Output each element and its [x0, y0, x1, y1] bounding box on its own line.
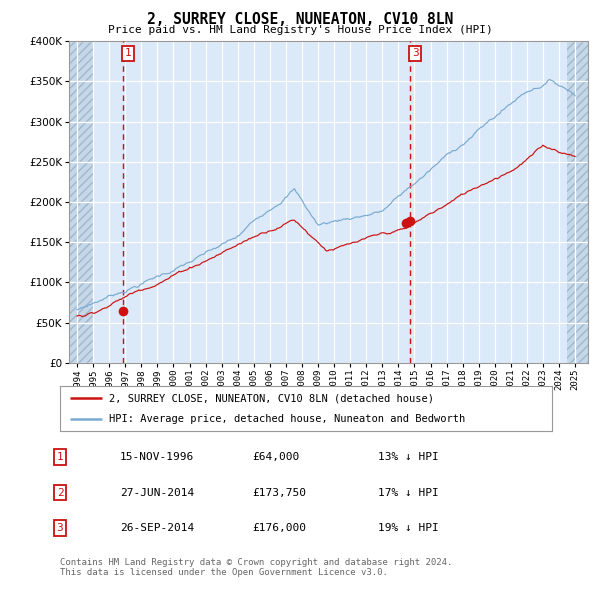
Text: 13% ↓ HPI: 13% ↓ HPI: [378, 453, 439, 462]
Text: Price paid vs. HM Land Registry's House Price Index (HPI): Price paid vs. HM Land Registry's House …: [107, 25, 493, 35]
Text: £173,750: £173,750: [252, 488, 306, 497]
Text: 1: 1: [56, 453, 64, 462]
Text: 26-SEP-2014: 26-SEP-2014: [120, 523, 194, 533]
Text: HPI: Average price, detached house, Nuneaton and Bedworth: HPI: Average price, detached house, Nune…: [109, 414, 466, 424]
Text: £64,000: £64,000: [252, 453, 299, 462]
Text: 2: 2: [56, 488, 64, 497]
Text: 1: 1: [125, 48, 131, 58]
Text: 19% ↓ HPI: 19% ↓ HPI: [378, 523, 439, 533]
Text: 3: 3: [56, 523, 64, 533]
Text: 15-NOV-1996: 15-NOV-1996: [120, 453, 194, 462]
Text: 17% ↓ HPI: 17% ↓ HPI: [378, 488, 439, 497]
Text: 3: 3: [412, 48, 419, 58]
Bar: [69, 41, 93, 363]
Text: £176,000: £176,000: [252, 523, 306, 533]
Bar: [567, 41, 591, 363]
Text: 27-JUN-2014: 27-JUN-2014: [120, 488, 194, 497]
Text: 2, SURREY CLOSE, NUNEATON, CV10 8LN: 2, SURREY CLOSE, NUNEATON, CV10 8LN: [147, 12, 453, 27]
Text: Contains HM Land Registry data © Crown copyright and database right 2024.
This d: Contains HM Land Registry data © Crown c…: [60, 558, 452, 577]
Text: 2, SURREY CLOSE, NUNEATON, CV10 8LN (detached house): 2, SURREY CLOSE, NUNEATON, CV10 8LN (det…: [109, 394, 434, 404]
